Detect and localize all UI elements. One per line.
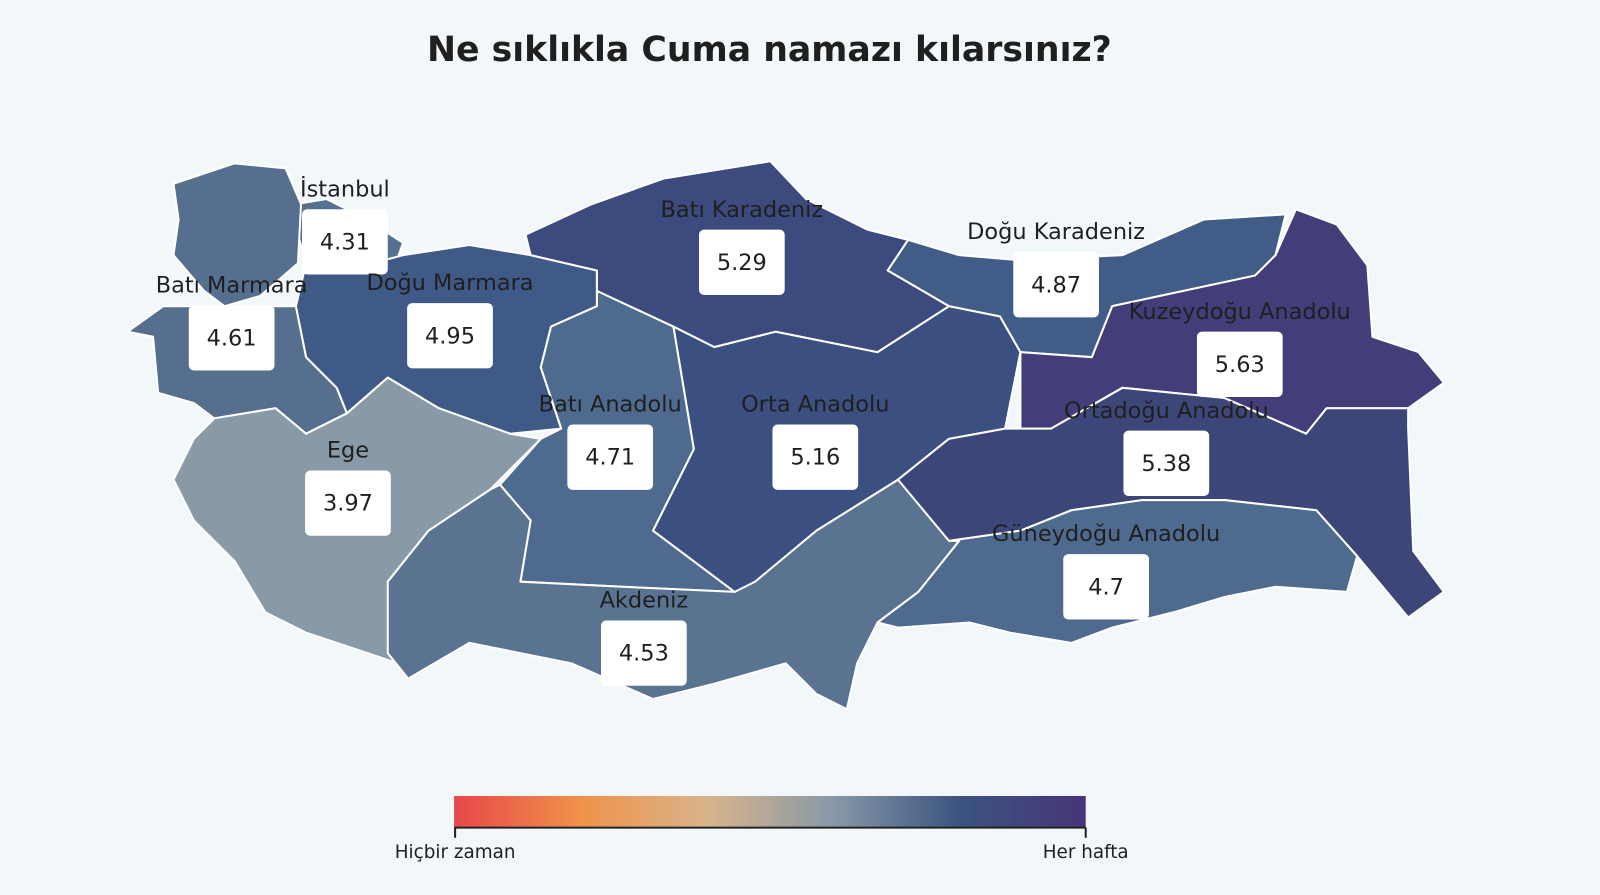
value-label: 4.71 [585,445,635,471]
value-label: 4.31 [320,229,370,255]
region-name: Doğu Karadeniz [967,219,1145,245]
region-name: Güneydoğu Anadolu [992,521,1220,547]
value-box [698,229,785,295]
value-box [601,620,687,686]
legend-min-label: Hiçbir zaman [395,842,516,863]
value-box [407,303,493,369]
region-name: Kuzeydoğu Anadolu [1129,299,1351,325]
value-label: 5.38 [1141,451,1191,477]
value-label: 4.7 [1088,574,1124,600]
chart-title: Ne sıklıkla Cuma namazı kılarsınız? [427,30,1112,70]
value-box [567,424,654,490]
region-name: Batı Karadeniz [661,197,824,223]
region-name: Orta Anadolu [741,392,889,418]
value-label: 5.63 [1215,352,1265,378]
region-name: İstanbul [300,174,390,202]
value-label: 4.95 [425,323,475,349]
value-label: 5.29 [717,250,767,276]
value-label: 4.87 [1031,272,1081,298]
labels: İstanbul 4.31 Batı Marmara 4.61 Doğu Marmara… [156,174,1351,686]
legend-max-label: Her hafta [1043,842,1129,863]
region-name: Ortadoğu Anadolu [1064,398,1269,424]
value-box [302,209,388,275]
region-name: Akdeniz [600,588,689,614]
value-box [1123,430,1210,496]
value-label: 4.61 [207,325,257,351]
value-label: 3.97 [323,491,373,517]
legend-gradient [454,795,1086,828]
value-box [1196,331,1283,397]
region-name: Batı Anadolu [539,392,682,418]
value-box [1013,252,1099,318]
value-box [1063,554,1149,620]
region-name: Doğu Marmara [366,270,533,296]
region-name: Ege [327,438,369,464]
value-box [305,470,391,536]
value-box [188,305,275,371]
value-label: 4.53 [619,641,669,667]
region-name: Batı Marmara [156,272,308,298]
value-box [772,424,859,490]
value-label: 5.16 [790,445,840,471]
